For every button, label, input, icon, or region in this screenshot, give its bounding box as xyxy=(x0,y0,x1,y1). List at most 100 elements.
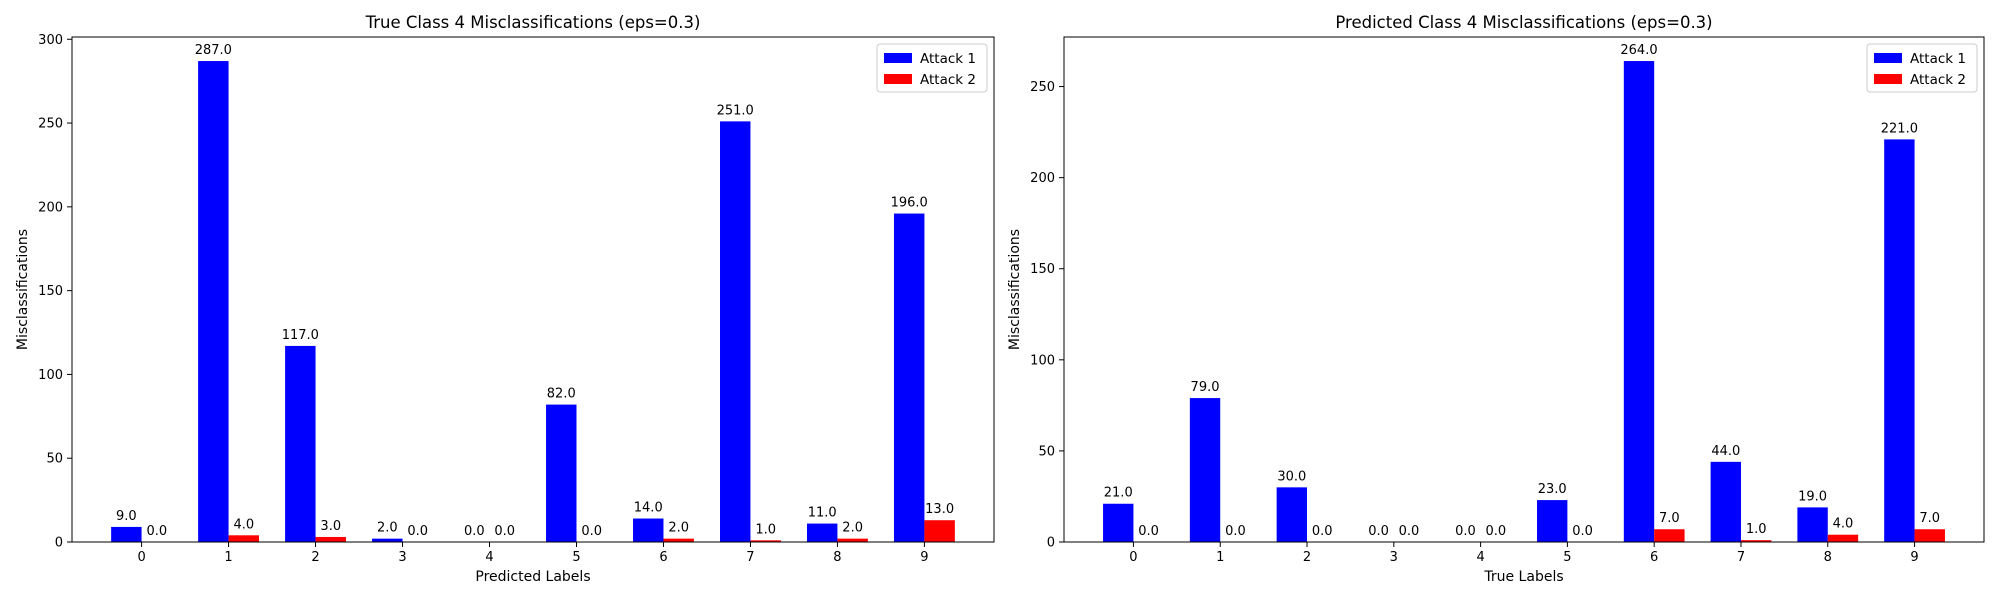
right-bar-attack2-6 xyxy=(1654,529,1685,542)
right-legend-label-2: Attack 2 xyxy=(1910,72,1966,88)
left-legend: Attack 1 Attack 2 xyxy=(876,43,988,93)
left-y-tick-label: 200 xyxy=(38,200,63,215)
left-data-label: 117.0 xyxy=(282,328,319,343)
left-data-label: 3.0 xyxy=(320,519,341,534)
left-y-tick-label: 100 xyxy=(38,368,63,383)
right-data-label: 19.0 xyxy=(1798,489,1827,504)
right-y-tick-label: 50 xyxy=(1038,444,1055,459)
right-data-label: 44.0 xyxy=(1711,444,1740,459)
right-chart-title: Predicted Class 4 Misclassifications (ep… xyxy=(1335,13,1712,32)
left-data-label: 287.0 xyxy=(195,43,232,58)
right-y-tick-label: 150 xyxy=(1030,262,1055,277)
left-data-label: 4.0 xyxy=(233,517,254,532)
left-data-label: 1.0 xyxy=(755,522,776,537)
left-bar-attack1-6 xyxy=(633,518,664,542)
left-bar-attack1-5 xyxy=(546,404,577,542)
right-bar-attack1-7 xyxy=(1710,461,1741,542)
left-y-tick-label: 300 xyxy=(38,33,63,48)
right-data-label: 0.0 xyxy=(1455,524,1476,539)
right-bar-attack1-0 xyxy=(1103,503,1134,542)
right-bar-attack2-8 xyxy=(1827,534,1859,542)
left-bar-attack1-8 xyxy=(806,523,838,542)
left-x-tick-label: 1 xyxy=(224,550,232,565)
right-bar-attack2-9 xyxy=(1914,529,1945,542)
right-legend: Attack 1 Attack 2 xyxy=(1866,43,1978,93)
left-x-axis-label: Predicted Labels xyxy=(475,569,590,585)
right-y-axis-label: Misclassifications xyxy=(1007,229,1023,350)
left-bar-attack1-0 xyxy=(111,526,142,542)
left-chart-title: True Class 4 Misclassifications (eps=0.3… xyxy=(365,13,701,32)
left-bar-attack2-8 xyxy=(837,538,868,542)
right-data-label: 4.0 xyxy=(1833,517,1854,532)
right-data-label: 1.0 xyxy=(1746,522,1767,537)
left-data-label: 0.0 xyxy=(581,524,602,539)
right-x-tick-label: 7 xyxy=(1737,550,1745,565)
right-chart: 21.079.030.00.0 0.023.0264.044.019.0221.0… xyxy=(1007,13,1985,585)
left-data-label: 0.0 xyxy=(407,524,428,539)
left-legend-swatch-1 xyxy=(884,53,912,63)
left-bar-attack1-7 xyxy=(720,121,751,542)
right-bar-attack1-2 xyxy=(1276,487,1308,542)
right-data-label: 221.0 xyxy=(1881,121,1918,136)
right-legend-swatch-2 xyxy=(1874,74,1902,84)
right-data-label: 23.0 xyxy=(1538,482,1567,497)
left-legend-label-1: Attack 1 xyxy=(920,51,976,67)
right-x-tick-label: 5 xyxy=(1563,550,1571,565)
left-legend-swatch-2 xyxy=(884,74,912,84)
left-y-axis-label: Misclassifications xyxy=(15,229,31,350)
left-data-label: 0.0 xyxy=(146,524,167,539)
left-x-tick-label: 3 xyxy=(398,550,406,565)
right-data-label: 7.0 xyxy=(1919,511,1940,526)
left-x-tick-label: 9 xyxy=(920,550,928,565)
left-data-label: 251.0 xyxy=(717,103,754,118)
left-data-label: 196.0 xyxy=(891,196,928,211)
right-data-label: 0.0 xyxy=(1368,524,1389,539)
left-data-label: 0.0 xyxy=(464,524,485,539)
right-y-tick-label: 200 xyxy=(1030,171,1055,186)
left-x-tick-label: 4 xyxy=(485,550,493,565)
right-x-tick-label: 8 xyxy=(1824,550,1832,565)
right-bar-attack1-6 xyxy=(1623,61,1655,543)
left-bar-attack1-3 xyxy=(372,538,403,542)
left-x-tick-label: 7 xyxy=(746,550,754,565)
right-x-tick-label: 3 xyxy=(1390,550,1398,565)
right-data-label: 264.0 xyxy=(1620,43,1657,58)
right-data-label: 0.0 xyxy=(1312,524,1333,539)
left-bar-attack1-2 xyxy=(285,345,316,542)
right-bar-attack2-7 xyxy=(1740,540,1772,542)
left-data-label: 11.0 xyxy=(808,506,837,521)
right-data-label: 21.0 xyxy=(1104,486,1133,501)
right-legend-label-1: Attack 1 xyxy=(1910,51,1966,67)
left-data-label: 9.0 xyxy=(116,509,137,524)
left-x-tick-label: 5 xyxy=(572,550,580,565)
right-axes-frame xyxy=(1063,36,1985,543)
left-data-label: 2.0 xyxy=(377,521,398,536)
left-data-label: 14.0 xyxy=(634,501,663,516)
right-x-tick-label: 4 xyxy=(1476,550,1484,565)
right-data-label: 0.0 xyxy=(1225,524,1246,539)
right-data-label: 0.0 xyxy=(1138,524,1159,539)
right-data-label: 0.0 xyxy=(1485,524,1506,539)
left-y-tick-label: 150 xyxy=(38,284,63,299)
right-x-tick-label: 1 xyxy=(1216,550,1224,565)
right-y-tick-label: 0 xyxy=(1047,536,1055,551)
right-data-label: 30.0 xyxy=(1277,469,1306,484)
left-y-tick-label: 0 xyxy=(55,536,63,551)
right-data-label: 79.0 xyxy=(1191,380,1220,395)
left-legend-label-2: Attack 2 xyxy=(920,72,976,88)
left-data-label: 13.0 xyxy=(925,502,954,517)
left-bar-attack2-7 xyxy=(750,540,781,542)
right-data-label: 0.0 xyxy=(1572,524,1593,539)
left-bar-attack1-9 xyxy=(893,213,925,542)
right-x-tick-label: 0 xyxy=(1129,550,1137,565)
left-data-label: 2.0 xyxy=(668,521,689,536)
left-data-label: 2.0 xyxy=(842,521,863,536)
left-data-label: 0.0 xyxy=(494,524,515,539)
left-x-tick-label: 0 xyxy=(137,550,145,565)
left-axes-frame xyxy=(71,36,995,543)
right-data-label: 0.0 xyxy=(1399,524,1420,539)
right-bar-attack1-8 xyxy=(1797,507,1828,542)
left-bar-attack2-1 xyxy=(228,535,260,542)
